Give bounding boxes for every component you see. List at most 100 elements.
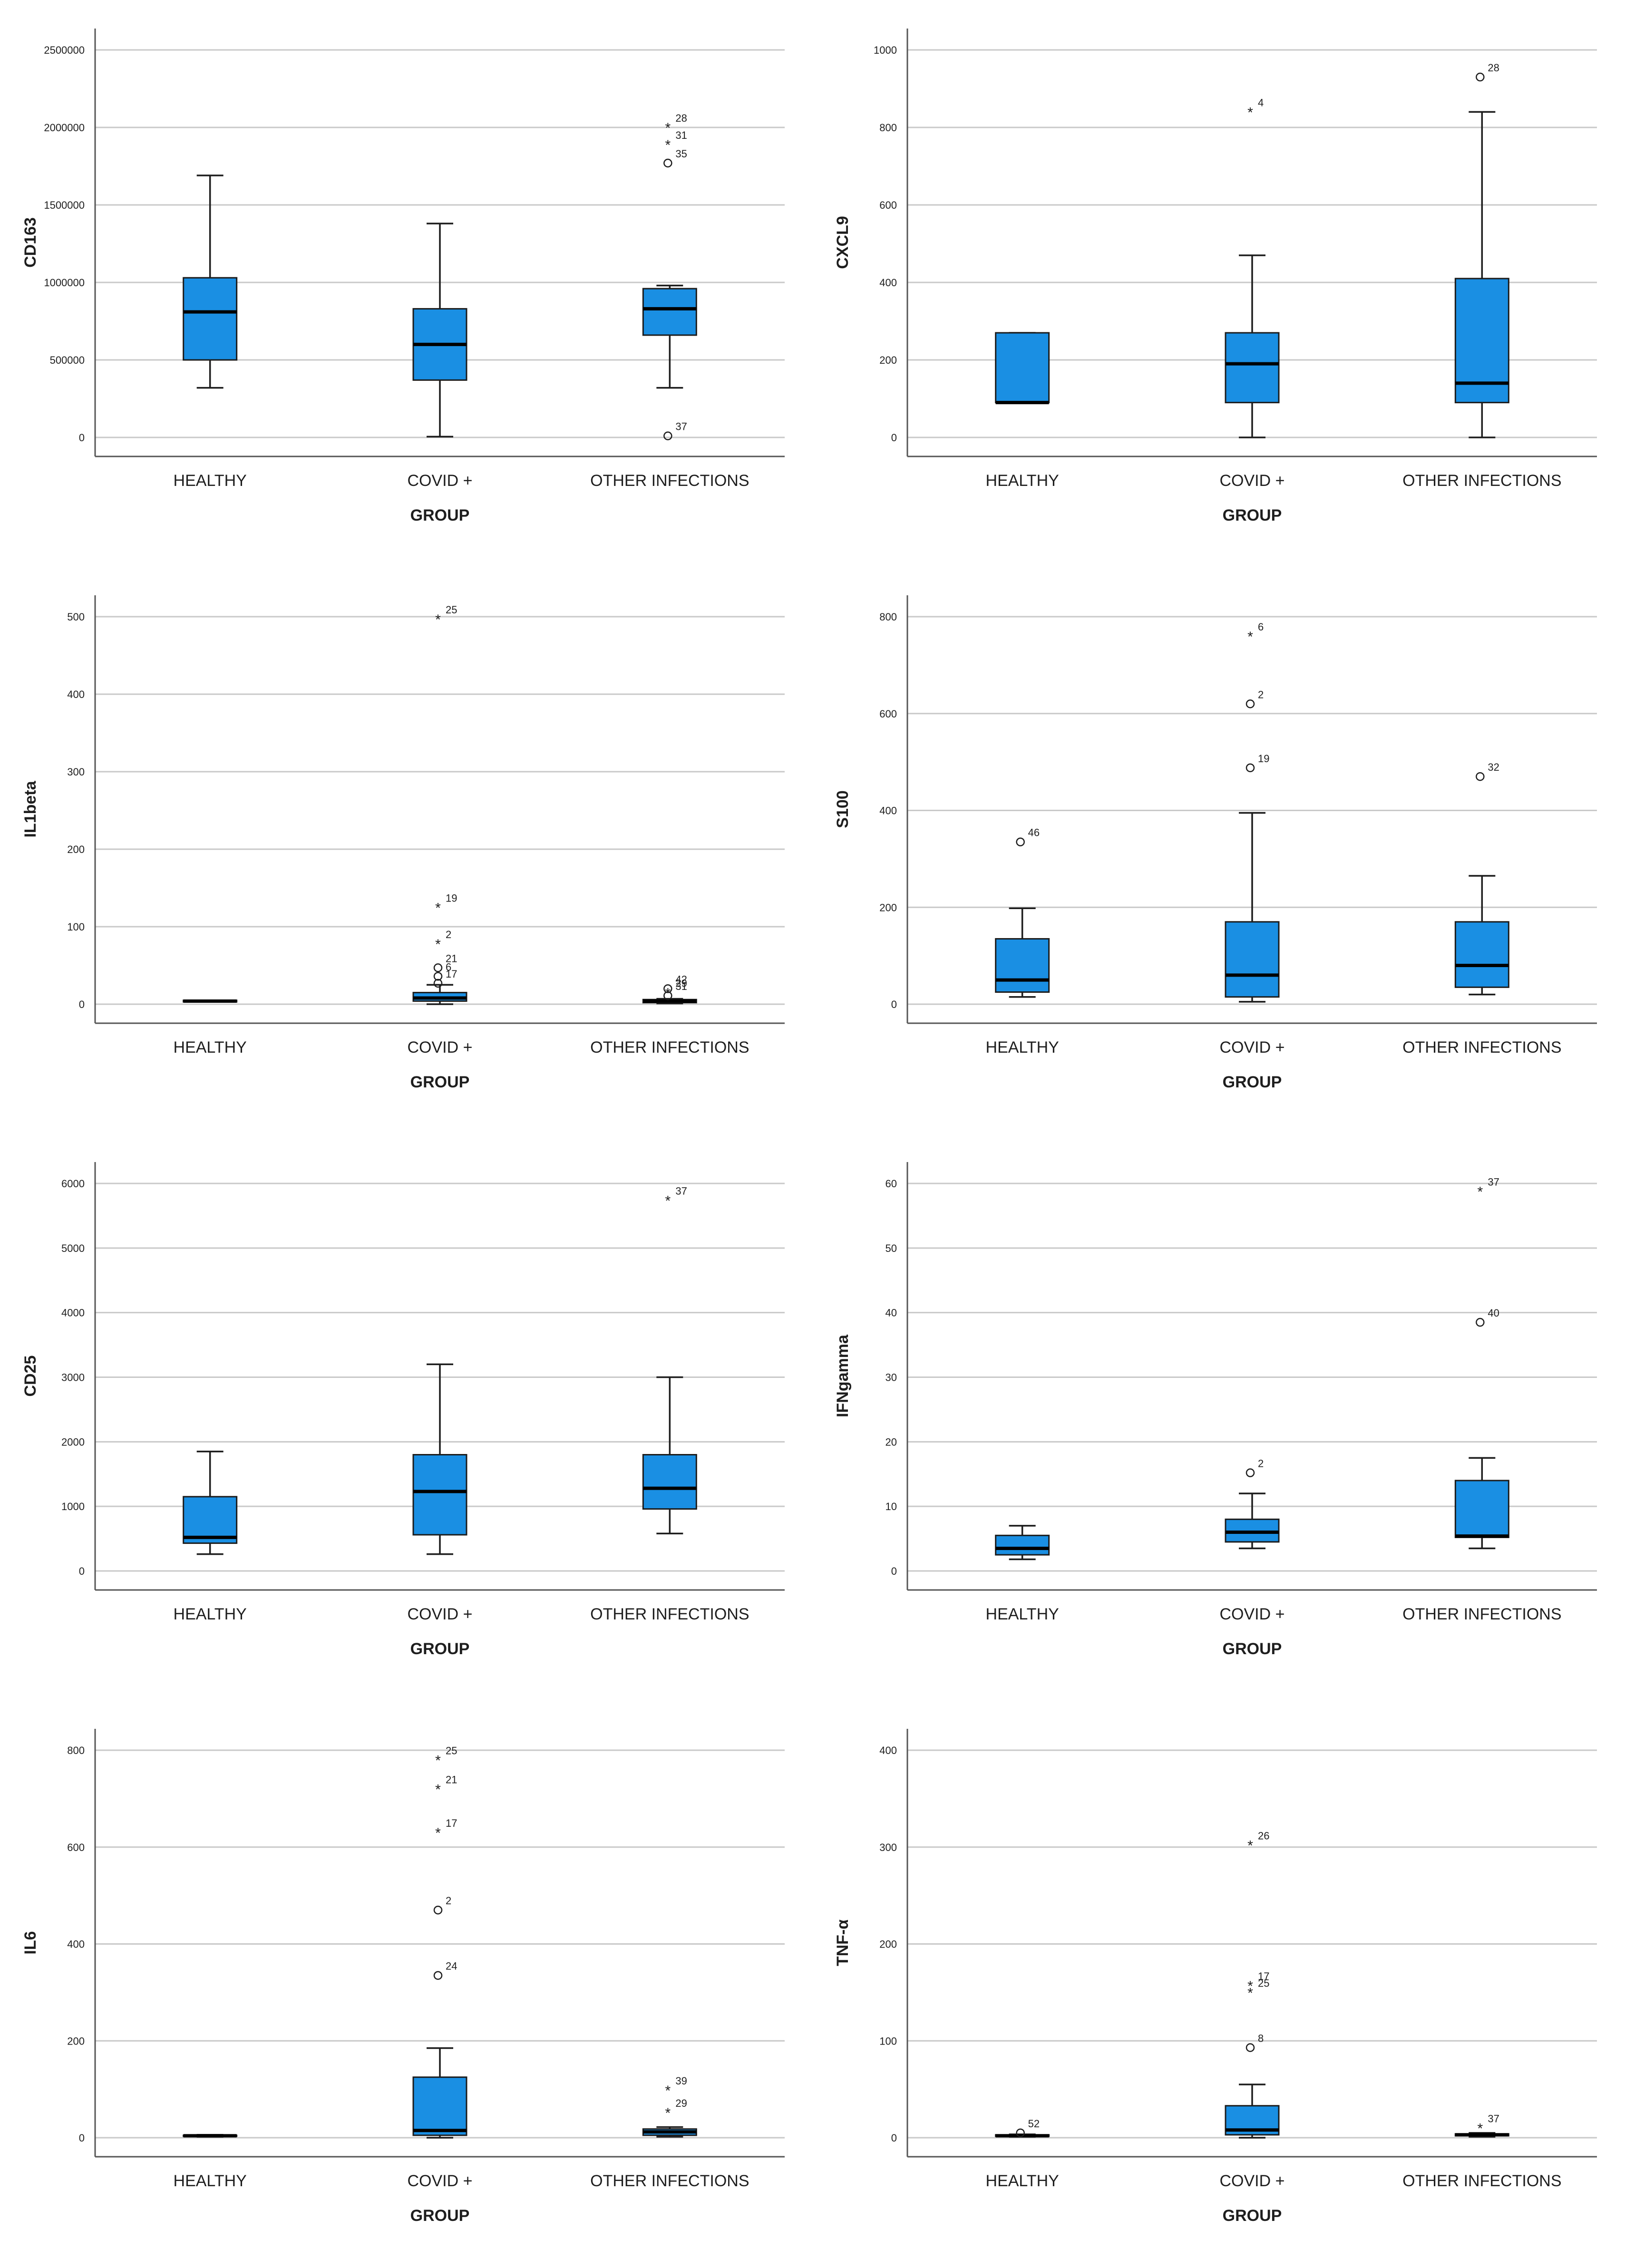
outlier-label: 37 <box>675 421 687 433</box>
box-healthy <box>995 332 1050 405</box>
y-tick-label: 1000 <box>61 1501 85 1512</box>
y-tick-label: 400 <box>67 1938 85 1950</box>
outlier-circle <box>433 1971 443 1980</box>
outlier-star: * <box>1477 2121 1483 2137</box>
y-tick-label: 1000000 <box>44 277 85 289</box>
box-covid-: * 25 * 21 * 17 2 24 <box>412 1745 467 2139</box>
x-tick-label: OTHER INFECTIONS <box>1402 1038 1561 1056</box>
x-axis-label: GROUP <box>1223 1640 1282 1658</box>
outlier-label: 37 <box>1488 1176 1499 1188</box>
box-covid- <box>412 223 467 438</box>
outlier-star: * <box>1247 105 1253 120</box>
x-tick-label: HEALTHY <box>986 1038 1059 1056</box>
box-covid-: * 6 2 19 <box>1225 621 1280 1003</box>
outlier-label: 6 <box>446 961 451 973</box>
boxplot-cd25: 0 1000 2000 3000 4000 5000 6000 CD25 HEALTHY COVI… <box>21 1162 785 1658</box>
x-axis-label: GROUP <box>1223 1073 1282 1091</box>
box-healthy <box>183 174 238 389</box>
boxplot-il6: 0 200 400 600 800 IL6 HEALTHY COVID + OTHER INFE… <box>21 1729 785 2225</box>
boxplot-s100: 0 200 400 600 800 S100 HEALTHY COVID + OTHER INF… <box>834 595 1597 1091</box>
outlier-circle <box>1246 763 1255 773</box>
x-axis-label: GROUP <box>1223 2207 1282 2225</box>
outlier-circle <box>1476 772 1485 781</box>
x-axis-label: GROUP <box>1223 506 1282 524</box>
y-tick-label: 5000 <box>61 1242 85 1254</box>
boxplot-il1beta: 0 100 200 300 400 500 IL1beta HEALTHY COVID + OTH… <box>21 595 785 1091</box>
x-tick-label: OTHER INFECTIONS <box>590 472 749 490</box>
y-tick-label: 40 <box>885 1307 897 1319</box>
boxplot-cd163: 0 500000 1000000 1500000 2000000 2500000 CD163… <box>21 29 785 524</box>
y-tick-label: 800 <box>67 1745 85 1756</box>
boxplot-tnf-: 0 100 200 300 400 TNF-α HEALTHY COVID + OTHER IN… <box>834 1729 1597 2225</box>
box-other-infections: * 28 * 31 35 37 <box>642 112 697 440</box>
outlier-label: 25 <box>1258 1977 1269 1989</box>
iqr-box <box>183 277 238 361</box>
x-axis-label: GROUP <box>410 506 470 524</box>
box-covid-: 2 <box>1225 1458 1280 1550</box>
outlier-label: 32 <box>1488 761 1499 773</box>
x-tick-label: COVID + <box>408 2172 473 2190</box>
box-other-infections: * 37 40 <box>1454 1176 1509 1550</box>
y-tick-label: 0 <box>891 2132 897 2144</box>
outlier-label: 31 <box>675 980 687 992</box>
x-tick-label: OTHER INFECTIONS <box>590 2172 749 2190</box>
x-tick-label: HEALTHY <box>174 2172 247 2190</box>
x-tick-label: COVID + <box>408 1038 473 1056</box>
iqr-box <box>1454 1480 1509 1538</box>
outlier-label: 17 <box>446 1817 457 1829</box>
x-tick-label: HEALTHY <box>174 1038 247 1056</box>
y-axis-label: IL6 <box>21 1931 39 1954</box>
x-tick-label: COVID + <box>408 472 473 490</box>
y-tick-label: 0 <box>891 998 897 1010</box>
y-tick-label: 100 <box>879 2035 897 2047</box>
x-tick-label: HEALTHY <box>986 1605 1059 1623</box>
y-tick-label: 500 <box>67 611 85 623</box>
y-tick-label: 600 <box>879 708 897 720</box>
outlier-circle <box>1016 837 1025 846</box>
x-tick-label: HEALTHY <box>174 472 247 490</box>
y-tick-label: 0 <box>891 1565 897 1577</box>
y-tick-label: 100 <box>67 921 85 933</box>
outlier-star: * <box>665 1193 671 1209</box>
y-tick-label: 1500000 <box>44 199 85 211</box>
y-tick-label: 200 <box>879 1938 897 1950</box>
box-other-infections: 28 <box>1454 62 1509 438</box>
y-tick-label: 400 <box>879 805 897 817</box>
iqr-box <box>642 288 697 336</box>
iqr-box <box>995 938 1050 993</box>
outlier-label: 17 <box>1258 1970 1269 1982</box>
iqr-box <box>642 1454 697 1510</box>
y-tick-label: 30 <box>885 1372 897 1384</box>
x-tick-label: OTHER INFECTIONS <box>1402 472 1561 490</box>
outlier-circle <box>663 991 672 1000</box>
boxplot-cxcl9: 0 200 400 600 800 1000 CXCL9 HEALTHY COVID + OTHE… <box>834 29 1597 524</box>
box-covid-: *4 <box>1225 97 1280 438</box>
y-tick-label: 0 <box>79 432 85 444</box>
outlier-label: 29 <box>675 978 687 989</box>
y-tick-label: 2000000 <box>44 122 85 134</box>
outlier-star: * <box>435 1825 441 1841</box>
outlier-star: * <box>1247 1978 1253 1994</box>
y-tick-label: 4000 <box>61 1307 85 1319</box>
outlier-label: 28 <box>675 112 687 124</box>
y-tick-label: 200 <box>879 354 897 366</box>
box-healthy <box>183 2134 238 2138</box>
y-tick-label: 60 <box>885 1178 897 1190</box>
y-axis-label: TNF-α <box>834 1919 852 1966</box>
outlier-label: 21 <box>446 952 457 964</box>
y-tick-label: 300 <box>879 1842 897 1853</box>
outlier-circle <box>1016 2128 1025 2138</box>
outlier-label: 4 <box>1258 97 1264 108</box>
iqr-box <box>1454 921 1509 988</box>
outlier-circle <box>433 963 443 972</box>
iqr-box <box>412 2076 467 2136</box>
y-tick-label: 600 <box>879 199 897 211</box>
outlier-label: 31 <box>675 129 687 141</box>
box-healthy: 52 <box>995 2118 1050 2138</box>
x-tick-label: OTHER INFECTIONS <box>1402 2172 1561 2190</box>
outlier-label: 8 <box>1258 2033 1264 2045</box>
outlier-star: * <box>1247 1985 1253 2001</box>
y-tick-label: 300 <box>67 766 85 778</box>
